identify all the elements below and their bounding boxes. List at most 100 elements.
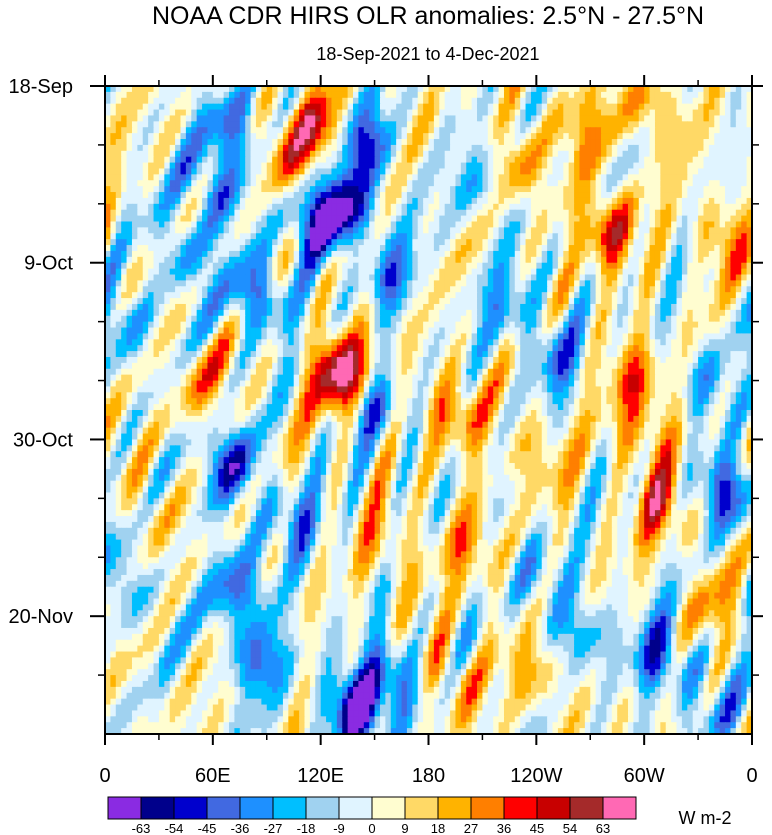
heatmap-cell <box>121 327 128 335</box>
heatmap-cell <box>191 250 198 258</box>
heatmap-cell <box>590 174 597 181</box>
heatmap-cell <box>692 121 699 128</box>
heatmap-cell <box>563 197 570 205</box>
heatmap-cell <box>698 127 705 134</box>
heatmap-cell <box>520 227 527 234</box>
heatmap-cell <box>363 203 370 211</box>
heatmap-cell <box>202 174 209 181</box>
heatmap-cell <box>115 227 122 234</box>
heatmap-cell <box>218 327 225 335</box>
heatmap-cell <box>223 127 230 134</box>
heatmap-cell <box>477 209 484 217</box>
heatmap-cell <box>175 327 182 335</box>
heatmap-cell <box>725 156 732 164</box>
heatmap-cell <box>196 97 203 105</box>
heatmap-cell <box>654 162 661 170</box>
heatmap-cell <box>574 86 581 93</box>
heatmap-cell <box>207 321 214 329</box>
heatmap-cell <box>417 209 424 217</box>
heatmap-cell <box>450 180 457 187</box>
heatmap-cell <box>326 209 333 217</box>
heatmap-cell <box>627 109 634 117</box>
heatmap-cell <box>611 139 618 146</box>
heatmap-cell <box>342 274 349 281</box>
heatmap-cell <box>676 144 683 152</box>
heatmap-cell <box>665 174 672 181</box>
heatmap-cell <box>654 133 661 140</box>
heatmap-cell <box>320 192 327 199</box>
heatmap-cell <box>606 268 613 276</box>
heatmap-cell <box>568 127 575 134</box>
heatmap-cell <box>509 262 516 270</box>
heatmap-cell <box>390 280 397 287</box>
heatmap-cell <box>250 245 257 252</box>
heatmap-cell <box>423 250 430 258</box>
heatmap-cell <box>439 121 446 128</box>
heatmap-cell <box>331 162 338 170</box>
heatmap-cell <box>493 139 500 146</box>
heatmap-cell <box>503 233 510 240</box>
heatmap-cell <box>590 197 597 205</box>
heatmap-cell <box>121 127 128 134</box>
heatmap-cell <box>277 91 284 99</box>
heatmap-cell <box>698 86 705 93</box>
heatmap-cell <box>552 292 559 299</box>
heatmap-cell <box>105 103 111 111</box>
heatmap-cell <box>703 321 710 329</box>
heatmap-cell <box>644 280 651 287</box>
heatmap-cell <box>460 209 467 217</box>
heatmap-cell <box>698 139 705 146</box>
heatmap-cell <box>530 298 537 305</box>
heatmap-cell <box>617 233 624 240</box>
heatmap-cell <box>665 121 672 128</box>
heatmap-cell <box>255 327 262 335</box>
heatmap-cell <box>698 268 705 276</box>
heatmap-cell <box>557 286 564 293</box>
heatmap-cell <box>725 303 732 311</box>
heatmap-cell <box>735 321 742 329</box>
heatmap-cell <box>121 91 128 99</box>
heatmap-cell <box>342 268 349 276</box>
heatmap-cell <box>261 274 268 281</box>
heatmap-cell <box>304 115 311 122</box>
heatmap-cell <box>557 97 564 105</box>
heatmap-cell <box>406 197 413 205</box>
heatmap-cell <box>568 215 575 223</box>
heatmap-cell <box>703 91 710 99</box>
heatmap-cell <box>110 180 117 187</box>
heatmap-cell <box>164 133 171 140</box>
heatmap-cell <box>681 321 688 329</box>
heatmap-cell <box>493 203 500 211</box>
heatmap-cell <box>353 180 360 187</box>
heatmap-cell <box>309 309 316 317</box>
heatmap-cell <box>541 321 548 329</box>
heatmap-cell <box>579 280 586 287</box>
heatmap-cell <box>671 109 678 117</box>
heatmap-cell <box>353 262 360 270</box>
heatmap-cell <box>568 227 575 234</box>
heatmap-cell <box>272 97 279 105</box>
heatmap-cell <box>681 233 688 240</box>
heatmap-cell <box>261 192 268 199</box>
heatmap-cell <box>579 303 586 311</box>
heatmap-cell <box>126 227 133 234</box>
heatmap-cell <box>487 180 494 187</box>
heatmap-cell <box>746 321 752 329</box>
heatmap-cell <box>541 215 548 223</box>
heatmap-cell <box>622 309 629 317</box>
heatmap-cell <box>212 168 219 175</box>
heatmap-cell <box>687 233 694 240</box>
heatmap-cell <box>450 186 457 193</box>
heatmap-cell <box>439 262 446 270</box>
heatmap-cell <box>509 286 516 293</box>
heatmap-cell <box>649 168 656 175</box>
heatmap-cell <box>153 86 160 93</box>
heatmap-cell <box>347 245 354 252</box>
heatmap-cell <box>121 168 128 175</box>
heatmap-cell <box>547 321 554 329</box>
heatmap-cell <box>115 109 122 117</box>
heatmap-cell <box>326 298 333 305</box>
heatmap-cell <box>611 174 618 181</box>
heatmap-cell <box>175 97 182 105</box>
heatmap-cell <box>498 321 505 329</box>
